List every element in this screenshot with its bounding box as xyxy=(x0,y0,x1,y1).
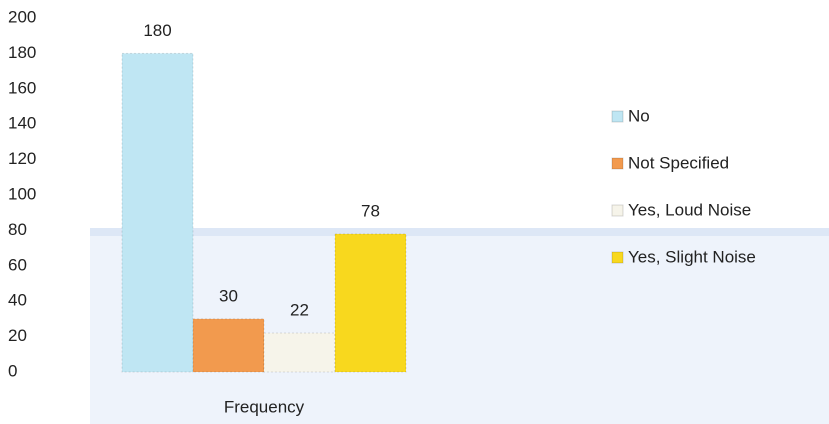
legend-label: No xyxy=(628,106,650,125)
y-tick-label: 100 xyxy=(8,184,36,203)
y-tick-label: 200 xyxy=(8,7,36,26)
y-tick-label: 60 xyxy=(8,255,27,274)
y-tick-label: 0 xyxy=(8,361,17,380)
y-tick-label: 160 xyxy=(8,78,36,97)
legend-label: Yes, Loud Noise xyxy=(628,200,751,219)
y-tick-label: 180 xyxy=(8,43,36,62)
data-label: 22 xyxy=(290,301,309,320)
legend-swatch xyxy=(612,158,623,169)
legend-label: Not Specified xyxy=(628,153,729,172)
y-tick-label: 20 xyxy=(8,326,27,345)
background-band-edge xyxy=(90,228,829,236)
bar xyxy=(193,319,264,372)
data-label: 30 xyxy=(219,286,238,305)
data-label: 78 xyxy=(361,201,380,220)
legend-swatch xyxy=(612,205,623,216)
y-tick-label: 40 xyxy=(8,291,27,310)
y-tick-label: 140 xyxy=(8,114,36,133)
bar xyxy=(122,53,193,372)
y-tick-label: 120 xyxy=(8,149,36,168)
legend-swatch xyxy=(612,252,623,263)
data-label: 180 xyxy=(143,21,171,40)
y-tick-label: 80 xyxy=(8,220,27,239)
x-tick-label: Frequency xyxy=(224,397,305,416)
bar xyxy=(335,234,406,372)
chart: 0 20 40 60 80 100 120 140 160 180 200 180 30 22 78 Freq… xyxy=(0,0,829,424)
legend-swatch xyxy=(612,111,623,122)
bar xyxy=(264,333,335,372)
legend-label: Yes, Slight Noise xyxy=(628,247,756,266)
